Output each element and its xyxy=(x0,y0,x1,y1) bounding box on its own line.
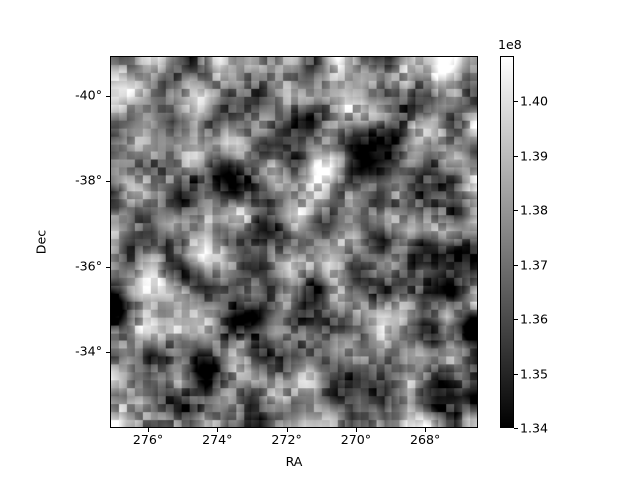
colorbar[interactable] xyxy=(500,56,514,428)
x-tick-mark xyxy=(148,428,150,432)
x-tick-label: 276° xyxy=(132,432,164,447)
y-tick-mark xyxy=(106,266,110,268)
colorbar-tick-mark xyxy=(514,210,518,212)
x-tick-mark xyxy=(286,428,288,432)
sky-map-image xyxy=(111,57,477,427)
y-tick-label: -36° xyxy=(75,258,102,274)
colorbar-tick-mark xyxy=(514,101,518,103)
y-tick-label: -40° xyxy=(75,87,102,103)
colorbar-tick-mark xyxy=(514,373,518,375)
x-tick-label: 268° xyxy=(410,432,441,447)
y-tick-label: -34° xyxy=(75,343,102,359)
x-tick-mark xyxy=(425,428,427,432)
colorbar-tick-label: 1.34 xyxy=(520,420,549,436)
y-tick-mark xyxy=(106,96,110,98)
x-tick-label: 274° xyxy=(202,432,233,447)
colorbar-tick-label: 1.40 xyxy=(520,93,549,109)
y-tick-mark xyxy=(106,181,110,183)
y-axis-label: Dec xyxy=(33,229,49,255)
colorbar-tick-label: 1.35 xyxy=(520,366,549,381)
colorbar-tick-mark xyxy=(514,155,518,157)
colorbar-tick-label: 1.38 xyxy=(520,202,549,218)
x-tick-label: 270° xyxy=(340,432,372,447)
sky-map-axes[interactable] xyxy=(110,56,478,428)
colorbar-tick-label: 1.36 xyxy=(520,311,549,327)
colorbar-tick-label: 1.37 xyxy=(520,257,549,272)
colorbar-tick-label: 1.39 xyxy=(520,148,549,163)
x-tick-mark xyxy=(217,428,219,432)
colorbar-gradient xyxy=(501,57,513,427)
colorbar-offset-text: 1e8 xyxy=(498,37,522,52)
x-tick-label: 272° xyxy=(271,432,302,447)
x-axis-label: RA xyxy=(285,454,303,469)
y-tick-label: -38° xyxy=(75,173,102,188)
colorbar-tick-mark xyxy=(514,264,518,266)
colorbar-tick-mark xyxy=(514,428,518,430)
y-tick-mark xyxy=(106,351,110,353)
x-tick-mark xyxy=(355,428,357,432)
colorbar-tick-mark xyxy=(514,319,518,321)
